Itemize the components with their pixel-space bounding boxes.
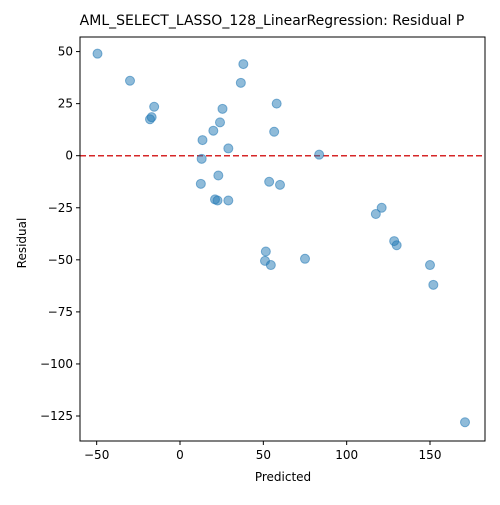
y-tick-label: −100 — [40, 357, 73, 371]
data-point — [217, 103, 228, 114]
data-point — [265, 260, 276, 271]
data-point — [149, 101, 160, 112]
data-point — [235, 77, 246, 88]
data-point — [145, 114, 155, 125]
data-point — [195, 178, 206, 189]
y-tick-label: 25 — [58, 97, 73, 111]
data-point — [197, 135, 208, 146]
data-point — [223, 143, 234, 154]
data-point — [223, 195, 234, 206]
y-tick-label: −50 — [48, 253, 73, 267]
data-point — [425, 260, 435, 271]
y-tick-label: −25 — [48, 201, 73, 215]
data-point — [212, 195, 223, 206]
data-point — [300, 253, 310, 264]
data-point — [238, 59, 249, 70]
y-tick-label: 0 — [65, 149, 73, 163]
chart-title: AML_SELECT_LASSO_128_LinearRegression: R… — [80, 13, 465, 29]
data-point — [275, 179, 285, 190]
y-tick-label: 50 — [58, 45, 73, 59]
data-point — [125, 75, 135, 86]
plot-area: −50 0 50 100 150 50 25 0 −25 −50 −75 −100 −125 — [40, 36, 486, 462]
x-axis-label: Predicted — [255, 470, 311, 484]
data-point — [213, 170, 224, 181]
data-point — [376, 202, 387, 213]
y-tick-label: −75 — [48, 305, 73, 319]
data-point — [196, 153, 207, 164]
data-point — [391, 240, 402, 251]
x-tick-label: 50 — [256, 448, 271, 462]
data-point — [271, 98, 282, 109]
plot-frame — [79, 36, 486, 442]
data-point — [428, 279, 439, 290]
data-point — [264, 176, 275, 187]
y-tick-label: −125 — [40, 409, 73, 423]
data-point — [208, 125, 219, 136]
data-point — [370, 209, 381, 220]
x-tick-label: −50 — [84, 448, 109, 462]
y-axis-label: Residual — [15, 218, 29, 269]
x-tick-label: 100 — [335, 448, 358, 462]
x-tick-label: 0 — [176, 448, 184, 462]
data-point — [269, 126, 280, 137]
data-point — [92, 48, 103, 59]
data-point — [215, 117, 225, 128]
data-point — [460, 417, 470, 428]
data-point — [314, 149, 325, 160]
data-point — [260, 246, 271, 257]
x-tick-label: 150 — [419, 448, 442, 462]
